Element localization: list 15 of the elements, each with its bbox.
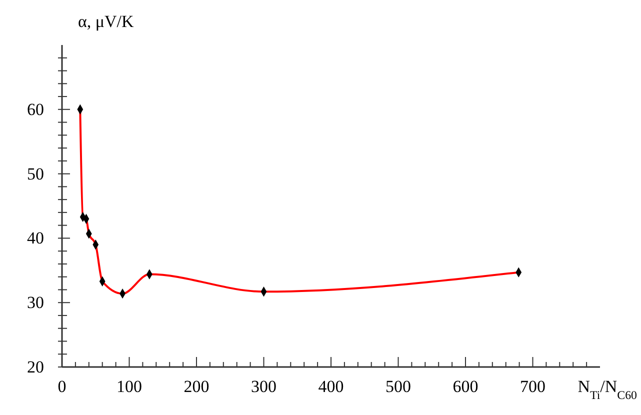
x-tick-label: 200 bbox=[184, 377, 210, 396]
x-tick-label: 700 bbox=[520, 377, 546, 396]
x-tick-label: 0 bbox=[58, 377, 66, 396]
x-tick-label: 300 bbox=[251, 377, 276, 396]
y-tick-label: 20 bbox=[27, 358, 44, 376]
x-tick-label: 400 bbox=[318, 377, 344, 396]
y-tick-label: 50 bbox=[27, 164, 44, 184]
y-axis-title: α, μV/K bbox=[78, 12, 135, 31]
y-tick-label: 40 bbox=[27, 228, 44, 248]
x-tick-label: 600 bbox=[452, 377, 478, 396]
x-tick-label: 100 bbox=[116, 377, 142, 396]
y-tick-label: 30 bbox=[27, 293, 44, 312]
x-tick-label: 500 bbox=[386, 377, 411, 396]
y-tick-label: 60 bbox=[27, 100, 44, 119]
x-axis-title: N$_{Ti}$/N$_{C60}$ bbox=[578, 377, 638, 402]
